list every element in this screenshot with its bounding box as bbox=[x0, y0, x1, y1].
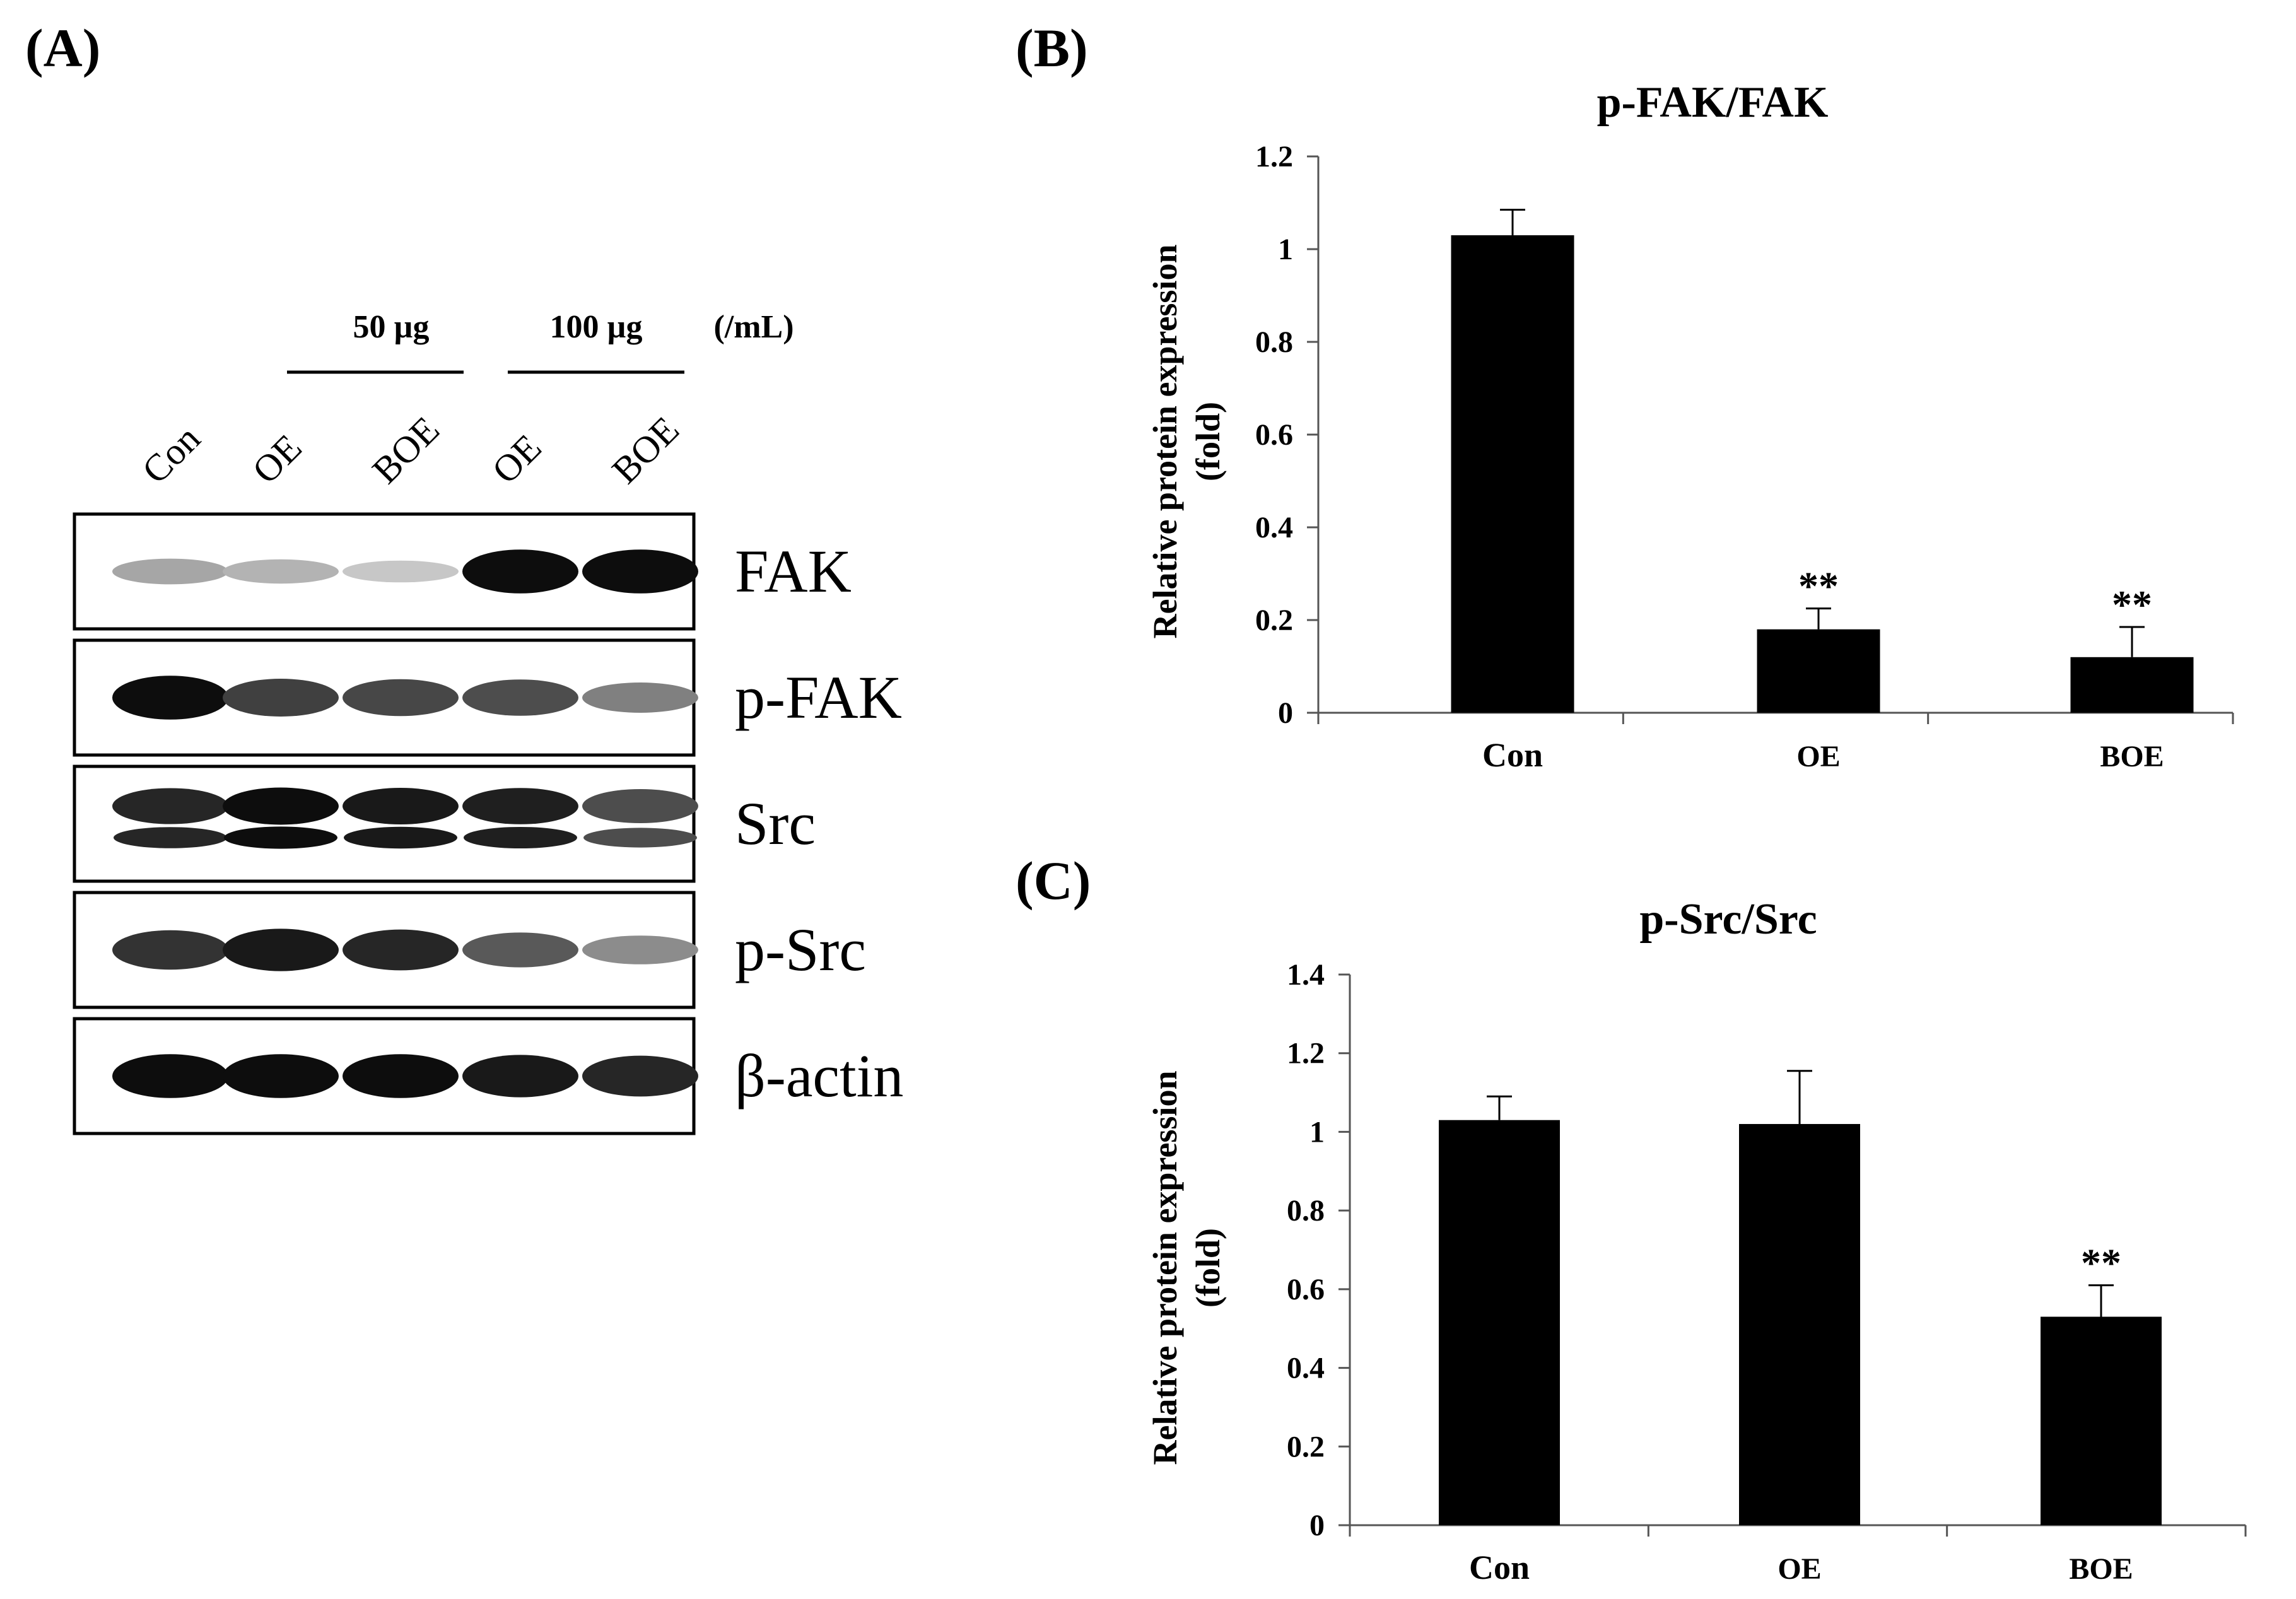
blot-band bbox=[582, 1055, 698, 1097]
y-tick-label: 0.4 bbox=[1287, 1352, 1325, 1385]
blot-band bbox=[462, 1055, 578, 1098]
blot-band bbox=[223, 928, 339, 971]
bar bbox=[1439, 1120, 1560, 1525]
blot-row-label: FAK bbox=[735, 537, 852, 605]
chart-c-ylabel-line1: Relative protein expression bbox=[1146, 1071, 1184, 1465]
y-tick-label: 1.2 bbox=[1287, 1037, 1325, 1070]
blot-band bbox=[224, 826, 337, 849]
blot-row-label: Src bbox=[735, 790, 816, 857]
lane-label: OE bbox=[484, 426, 549, 491]
chart-b-title: p-FAK/FAK bbox=[1597, 78, 1829, 127]
significance-marker: ** bbox=[1798, 564, 1839, 609]
blot-band bbox=[462, 932, 578, 968]
x-category-label: OE bbox=[1778, 1552, 1821, 1586]
y-tick-label: 1.2 bbox=[1255, 140, 1293, 173]
y-tick-label: 0 bbox=[1309, 1509, 1325, 1542]
blot-band bbox=[343, 929, 459, 971]
chart-p-src-src: p-Src/Src Relative protein expression (f… bbox=[1146, 895, 2247, 1586]
chart-b-ylabel-line2: (fold) bbox=[1189, 402, 1227, 481]
blot-band bbox=[223, 1054, 339, 1098]
blot-band bbox=[112, 788, 228, 824]
dose-label-100: 100 µg bbox=[550, 309, 643, 345]
blot-band bbox=[343, 679, 459, 717]
blot-band bbox=[462, 679, 578, 716]
blot-row-label: β-actin bbox=[735, 1042, 903, 1110]
bar bbox=[1451, 235, 1574, 713]
significance-marker: ** bbox=[2112, 582, 2152, 627]
blot-band bbox=[464, 826, 577, 849]
panel-c-label: (C) bbox=[1016, 850, 1091, 911]
blot-band bbox=[582, 682, 698, 713]
blot-band bbox=[462, 549, 578, 594]
y-tick-label: 0.4 bbox=[1255, 511, 1293, 544]
x-category-label: Con bbox=[1482, 736, 1543, 774]
blot-band bbox=[112, 676, 228, 720]
y-tick-label: 0.6 bbox=[1255, 418, 1293, 452]
x-category-label: BOE bbox=[2100, 740, 2164, 773]
lane-label: BOE bbox=[365, 409, 448, 492]
y-tick-label: 0.2 bbox=[1287, 1430, 1325, 1463]
blot-band bbox=[343, 1054, 459, 1098]
x-category-label: OE bbox=[1796, 740, 1840, 773]
blot-band bbox=[112, 1054, 228, 1098]
blot-band bbox=[582, 935, 698, 964]
blot-band bbox=[582, 789, 698, 823]
bar bbox=[2041, 1316, 2162, 1525]
chart-p-fak-fak: p-FAK/FAK Relative protein expression (f… bbox=[1146, 78, 2234, 774]
y-tick-label: 0.2 bbox=[1255, 604, 1293, 637]
y-tick-label: 1 bbox=[1309, 1115, 1325, 1149]
chart-b-ylabel-line1: Relative protein expression bbox=[1146, 245, 1184, 639]
blot-band bbox=[344, 826, 457, 849]
blot-band bbox=[343, 788, 459, 824]
y-tick-label: 1 bbox=[1278, 233, 1293, 266]
y-tick-label: 1.4 bbox=[1287, 958, 1325, 992]
dose-unit-label: (/mL) bbox=[713, 309, 794, 345]
blot-band bbox=[582, 549, 698, 594]
blot-band bbox=[223, 559, 339, 584]
blot-band bbox=[343, 560, 459, 583]
y-tick-label: 0.6 bbox=[1287, 1273, 1325, 1306]
chart-c-ylabel-line2: (fold) bbox=[1189, 1228, 1227, 1308]
panel-b-label: (B) bbox=[1016, 18, 1088, 78]
bar bbox=[2070, 657, 2194, 713]
blot-band bbox=[462, 788, 578, 824]
lane-label: OE bbox=[245, 426, 310, 491]
lane-label: BOE bbox=[604, 409, 688, 492]
blot-band bbox=[583, 828, 697, 848]
dose-label-50: 50 µg bbox=[353, 309, 430, 345]
panel-a-label: (A) bbox=[25, 18, 100, 78]
bar bbox=[1757, 629, 1880, 713]
x-category-label: Con bbox=[1469, 1549, 1530, 1586]
y-tick-label: 0 bbox=[1278, 696, 1293, 730]
blot-band bbox=[112, 930, 228, 970]
bar bbox=[1739, 1123, 1860, 1525]
y-tick-label: 0.8 bbox=[1255, 325, 1293, 359]
blot-row-label: p-Src bbox=[735, 916, 866, 983]
chart-c-title: p-Src/Src bbox=[1639, 895, 1817, 944]
lane-label: Con bbox=[134, 418, 208, 491]
y-tick-label: 0.8 bbox=[1287, 1194, 1325, 1227]
blot-row-label: p-FAK bbox=[735, 664, 902, 731]
blot-band bbox=[223, 787, 339, 825]
x-category-label: BOE bbox=[2069, 1552, 2133, 1586]
blot-band bbox=[112, 558, 228, 585]
significance-marker: ** bbox=[2081, 1241, 2121, 1286]
western-blot: 50 µg 100 µg (/mL) Con OE BOE OE BOE FAK p-FA… bbox=[73, 309, 903, 1135]
blot-band bbox=[114, 827, 227, 848]
blot-band bbox=[223, 679, 339, 717]
